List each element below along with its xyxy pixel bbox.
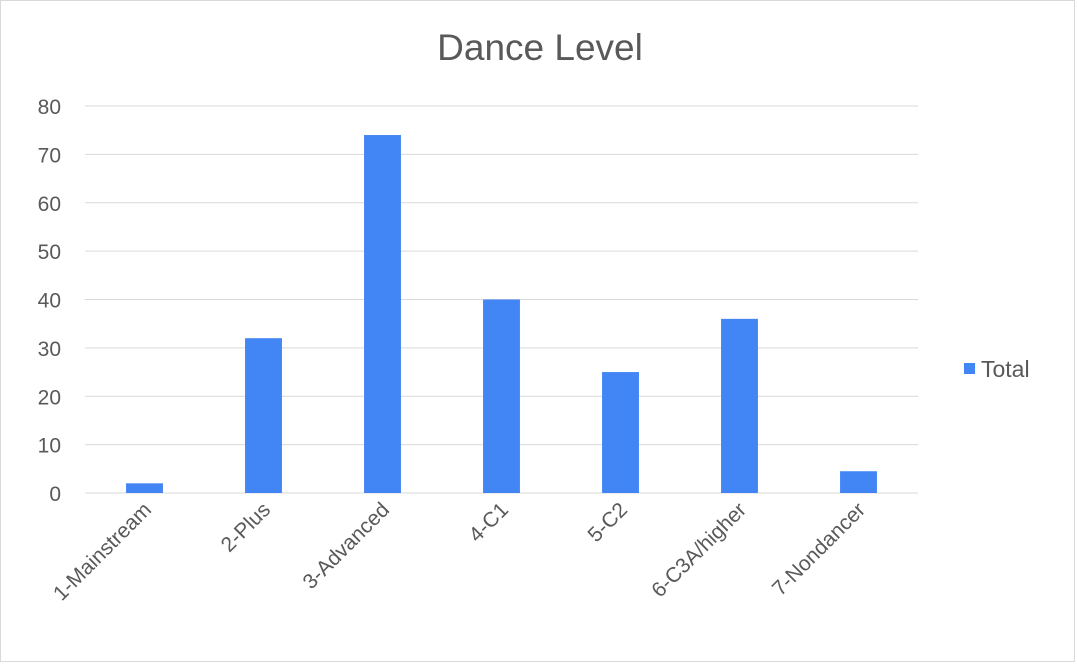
x-tick-label: 7-Nondancer <box>768 498 870 600</box>
y-tick-label: 0 <box>49 483 61 506</box>
y-tick-label: 30 <box>38 338 61 361</box>
y-axis-ticks: 0 10 20 30 40 50 60 70 80 <box>38 96 61 506</box>
x-tick-label: 2-Plus <box>217 498 275 556</box>
y-tick-label: 60 <box>38 193 61 216</box>
bars <box>126 135 877 493</box>
legend-label: Total <box>981 356 1030 382</box>
bar <box>721 318 758 493</box>
x-axis-ticks: 1-Mainstream 2-Plus 3-Advanced 4-C1 5-C2 6-C3… <box>49 498 870 605</box>
x-tick-label: 5-C2 <box>584 498 632 546</box>
bar <box>840 471 877 493</box>
y-tick-label: 10 <box>38 435 61 458</box>
y-tick-label: 40 <box>38 290 61 313</box>
x-tick-label: 6-C3A/higher <box>647 498 751 602</box>
y-tick-label: 80 <box>38 96 61 119</box>
x-tick-label: 3-Advanced <box>299 498 395 594</box>
bar <box>602 372 639 493</box>
bar <box>483 299 520 493</box>
x-tick-label: 1-Mainstream <box>49 498 156 605</box>
y-tick-label: 50 <box>38 241 61 264</box>
y-tick-label: 20 <box>38 386 61 409</box>
gridlines <box>85 105 918 494</box>
legend: Total <box>964 356 1030 382</box>
bar <box>245 338 282 493</box>
bar <box>126 483 163 493</box>
y-tick-label: 70 <box>38 144 61 167</box>
bar <box>364 135 401 493</box>
legend-swatch <box>964 363 975 374</box>
x-tick-label: 4-C1 <box>465 498 513 546</box>
chart-title: Dance Level <box>437 27 643 68</box>
